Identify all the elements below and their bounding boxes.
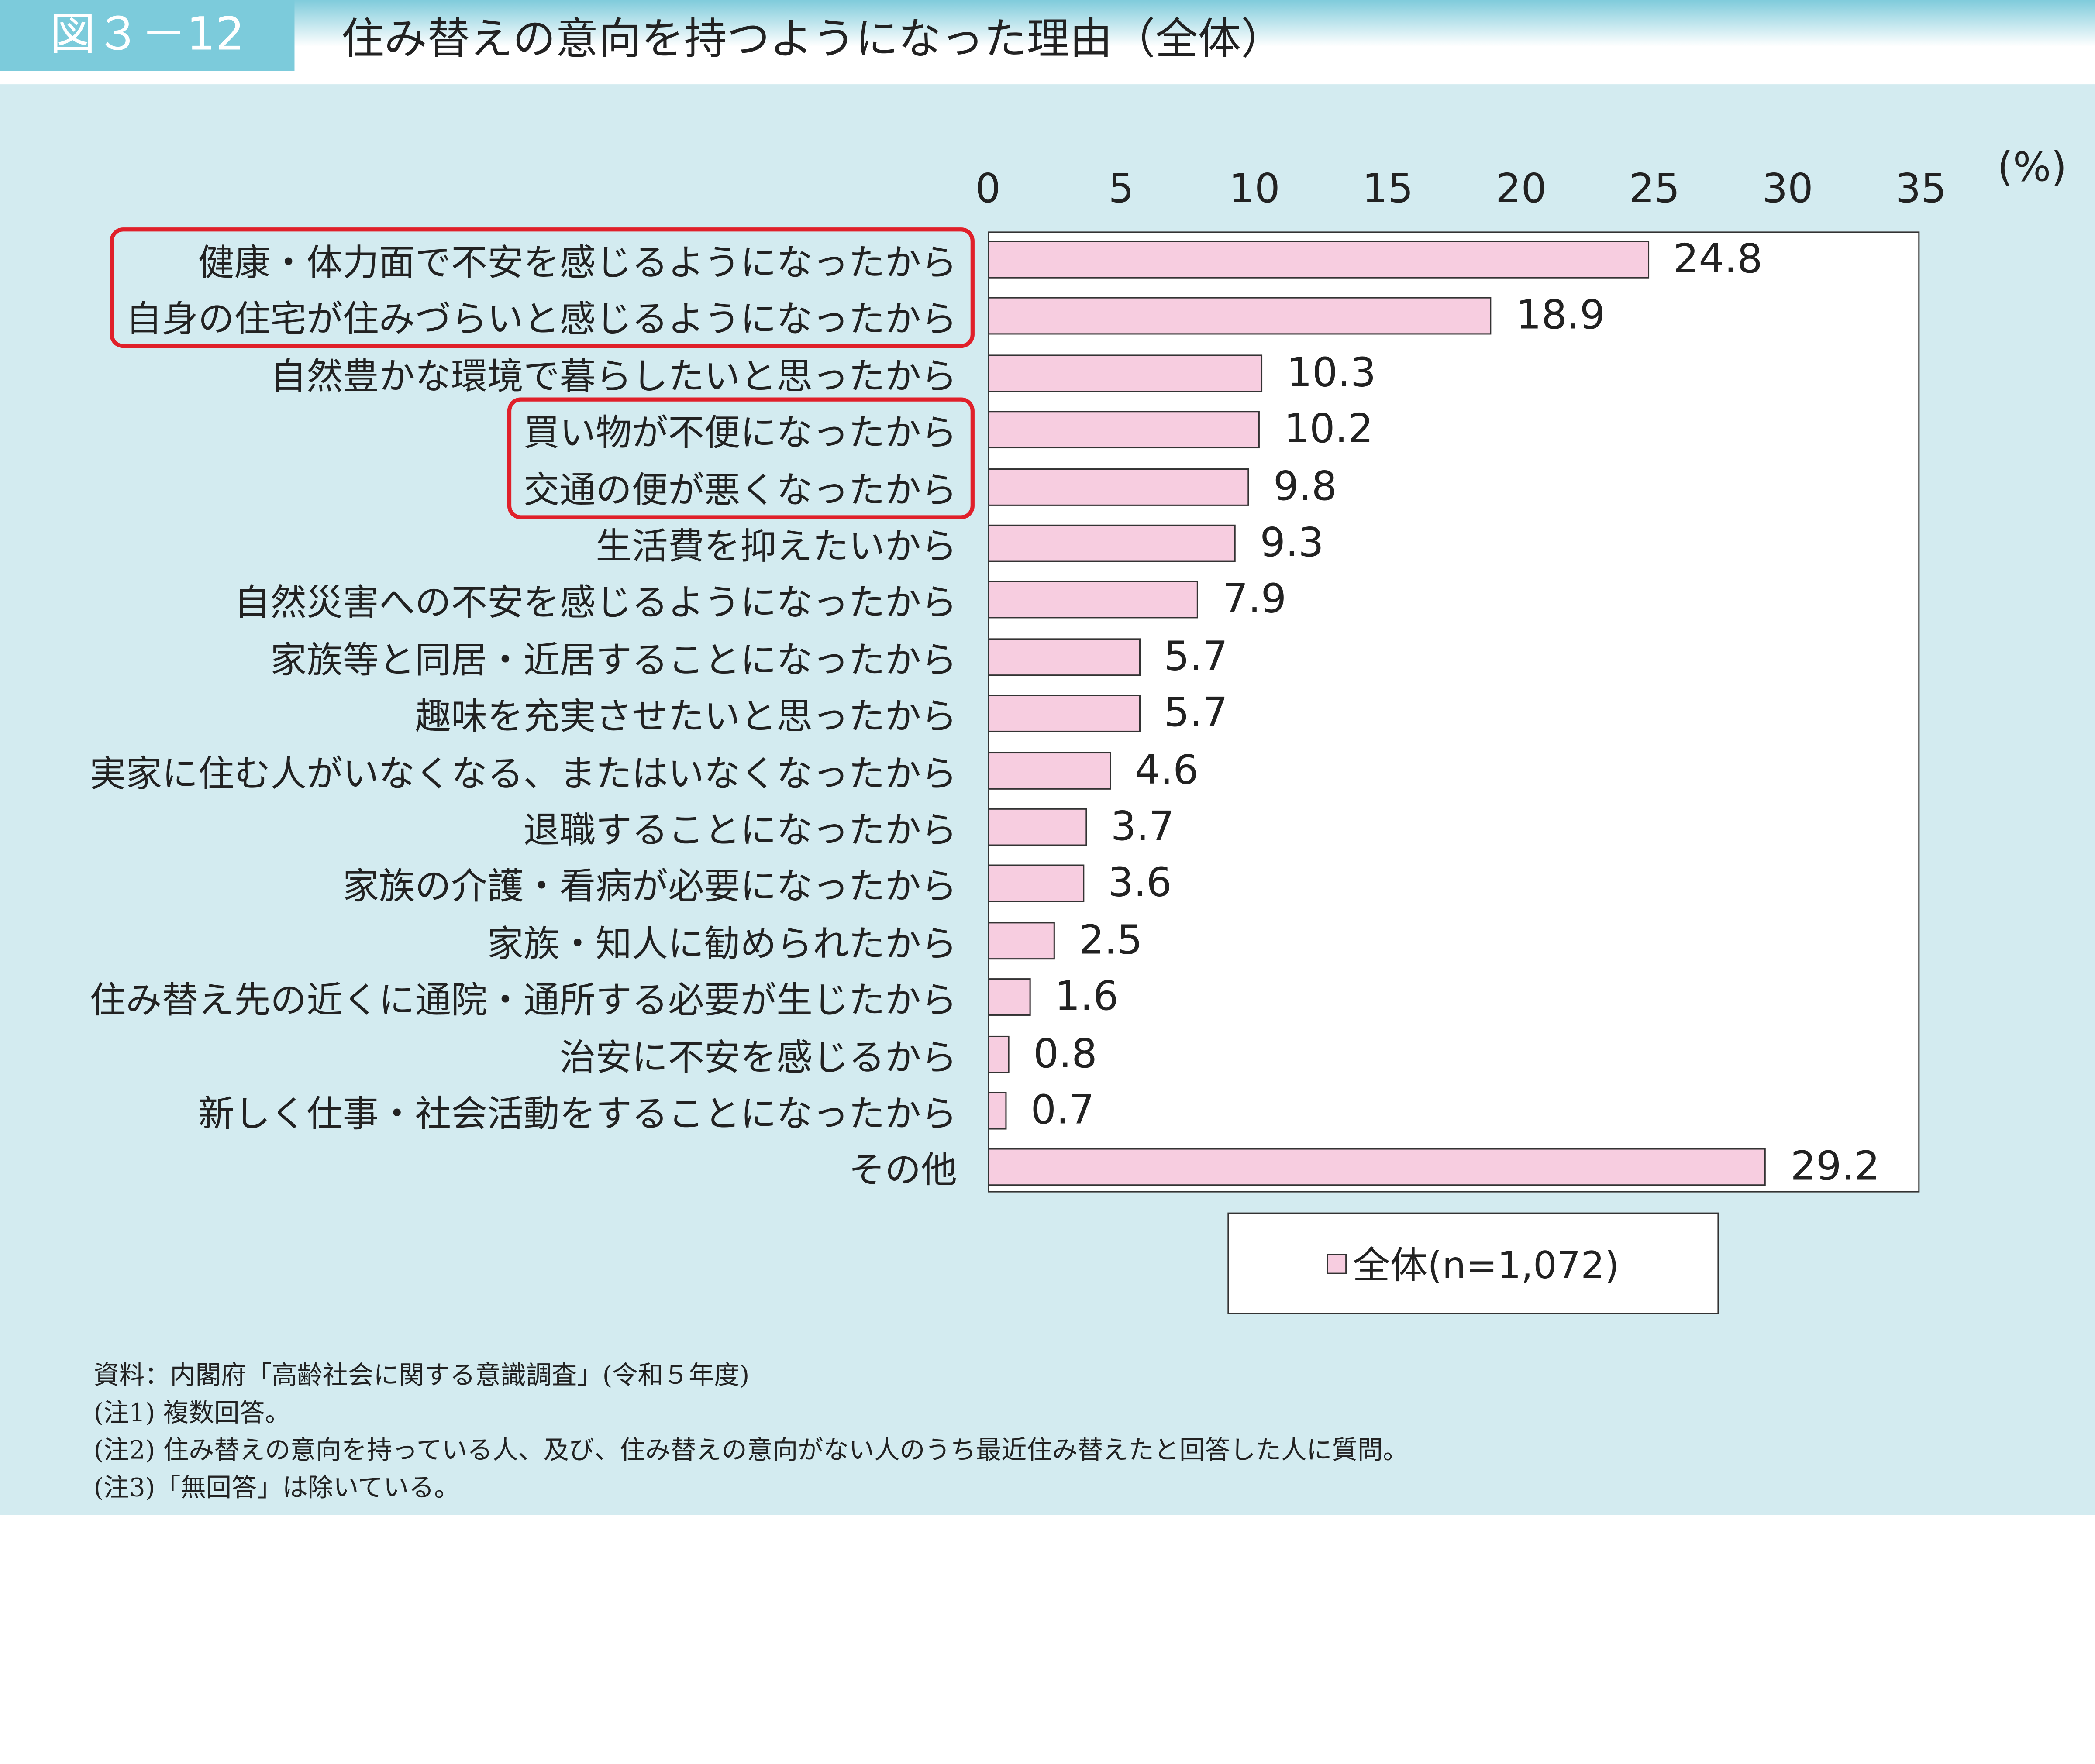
category-label: 治安に不安を感じるから [559, 1037, 958, 1079]
category-label: 実家に住む人がいなくなる、またはいなくなったから [90, 753, 958, 795]
value-label: 0.8 [1033, 1030, 1097, 1078]
header-band [0, 0, 2095, 78]
unit-label: (%) [1997, 144, 2067, 192]
x-tick-label: 30 [1762, 166, 1813, 213]
category-label: 買い物が不便になったから [523, 413, 958, 455]
category-label: 生活費を抑えたいから [596, 526, 958, 568]
value-label: 3.7 [1110, 804, 1175, 851]
x-tick-label: 15 [1362, 166, 1413, 213]
legend: 全体(n=1,072) [1227, 1212, 1719, 1314]
category-label: 自身の住宅が住みづらいと感じるようになったから [126, 299, 958, 341]
value-label: 1.6 [1054, 973, 1119, 1021]
value-label: 3.6 [1108, 860, 1172, 908]
value-label: 9.8 [1273, 463, 1337, 510]
x-tick-label: 10 [1229, 166, 1280, 213]
x-tick-label: 25 [1629, 166, 1680, 213]
bar [988, 922, 1055, 959]
legend-label: 全体(n=1,072) [1352, 1243, 1619, 1288]
value-label: 29.2 [1790, 1144, 1880, 1191]
value-label: 5.7 [1164, 633, 1228, 681]
value-label: 2.5 [1079, 917, 1143, 964]
category-label: 退職することになったから [523, 810, 958, 852]
bar [988, 297, 1492, 335]
value-label: 0.7 [1030, 1087, 1095, 1135]
category-label: 新しく仕事・社会活動をすることになったから [198, 1094, 958, 1136]
note-1: (注1) 複数回答。 [93, 1398, 291, 1428]
chart-title: 住み替えの意向を持つようになった理由（全体） [341, 13, 1284, 65]
x-tick-label: 5 [1108, 166, 1134, 213]
value-label: 24.8 [1673, 236, 1763, 283]
category-label: 交通の便が悪くなったから [523, 470, 958, 512]
value-label: 4.6 [1134, 747, 1199, 794]
category-label: 健康・体力面で不安を感じるようになったから [198, 243, 958, 285]
bar [988, 354, 1263, 392]
legend-swatch [1327, 1253, 1347, 1274]
bar [988, 978, 1031, 1016]
bar [988, 808, 1087, 846]
category-label: 趣味を充実させたいと思ったから [415, 697, 958, 739]
category-label: 自然災害への不安を感じるようになったから [234, 583, 958, 625]
highlight-box [110, 227, 975, 349]
category-label: その他 [848, 1151, 958, 1193]
bar [988, 751, 1111, 789]
category-label: 家族の介護・看病が必要になったから [342, 867, 958, 909]
value-label: 7.9 [1223, 577, 1287, 624]
source-note: 資料：内閣府「高齢社会に関する意識調査」(令和５年度) [93, 1361, 750, 1391]
category-label: 自然豊かな環境で暮らしたいと思ったから [270, 356, 958, 398]
bar [988, 695, 1140, 732]
category-label: 住み替え先の近くに通院・通所する必要が生じたから [90, 980, 958, 1022]
bar [988, 865, 1084, 903]
value-label: 10.3 [1286, 350, 1376, 397]
bar [988, 241, 1649, 279]
value-label: 9.3 [1260, 520, 1324, 567]
x-tick-label: 35 [1895, 166, 1947, 213]
highlight-box [507, 398, 975, 519]
bar [988, 1148, 1767, 1186]
bar [988, 581, 1199, 619]
bar [988, 524, 1236, 562]
x-tick-label: 20 [1495, 166, 1547, 213]
bar [988, 638, 1140, 676]
bar [988, 411, 1260, 449]
value-label: 18.9 [1516, 293, 1606, 340]
bar [988, 468, 1249, 505]
bar [988, 1035, 1010, 1073]
note-3: (注3)「無回答」は除いている。 [93, 1473, 460, 1503]
figure-label: 図３－12 [0, 0, 295, 71]
category-label: 家族等と同居・近居することになったから [270, 640, 958, 682]
value-label: 10.2 [1284, 406, 1374, 454]
x-tick-label: 0 [975, 166, 1001, 213]
note-2: (注2) 住み替えの意向を持っている人、及び、住み替えの意向がない人のうち最近住… [93, 1436, 1409, 1466]
value-label: 5.7 [1164, 690, 1228, 737]
bar [988, 1092, 1007, 1130]
category-label: 家族・知人に勧められたから [487, 924, 958, 966]
